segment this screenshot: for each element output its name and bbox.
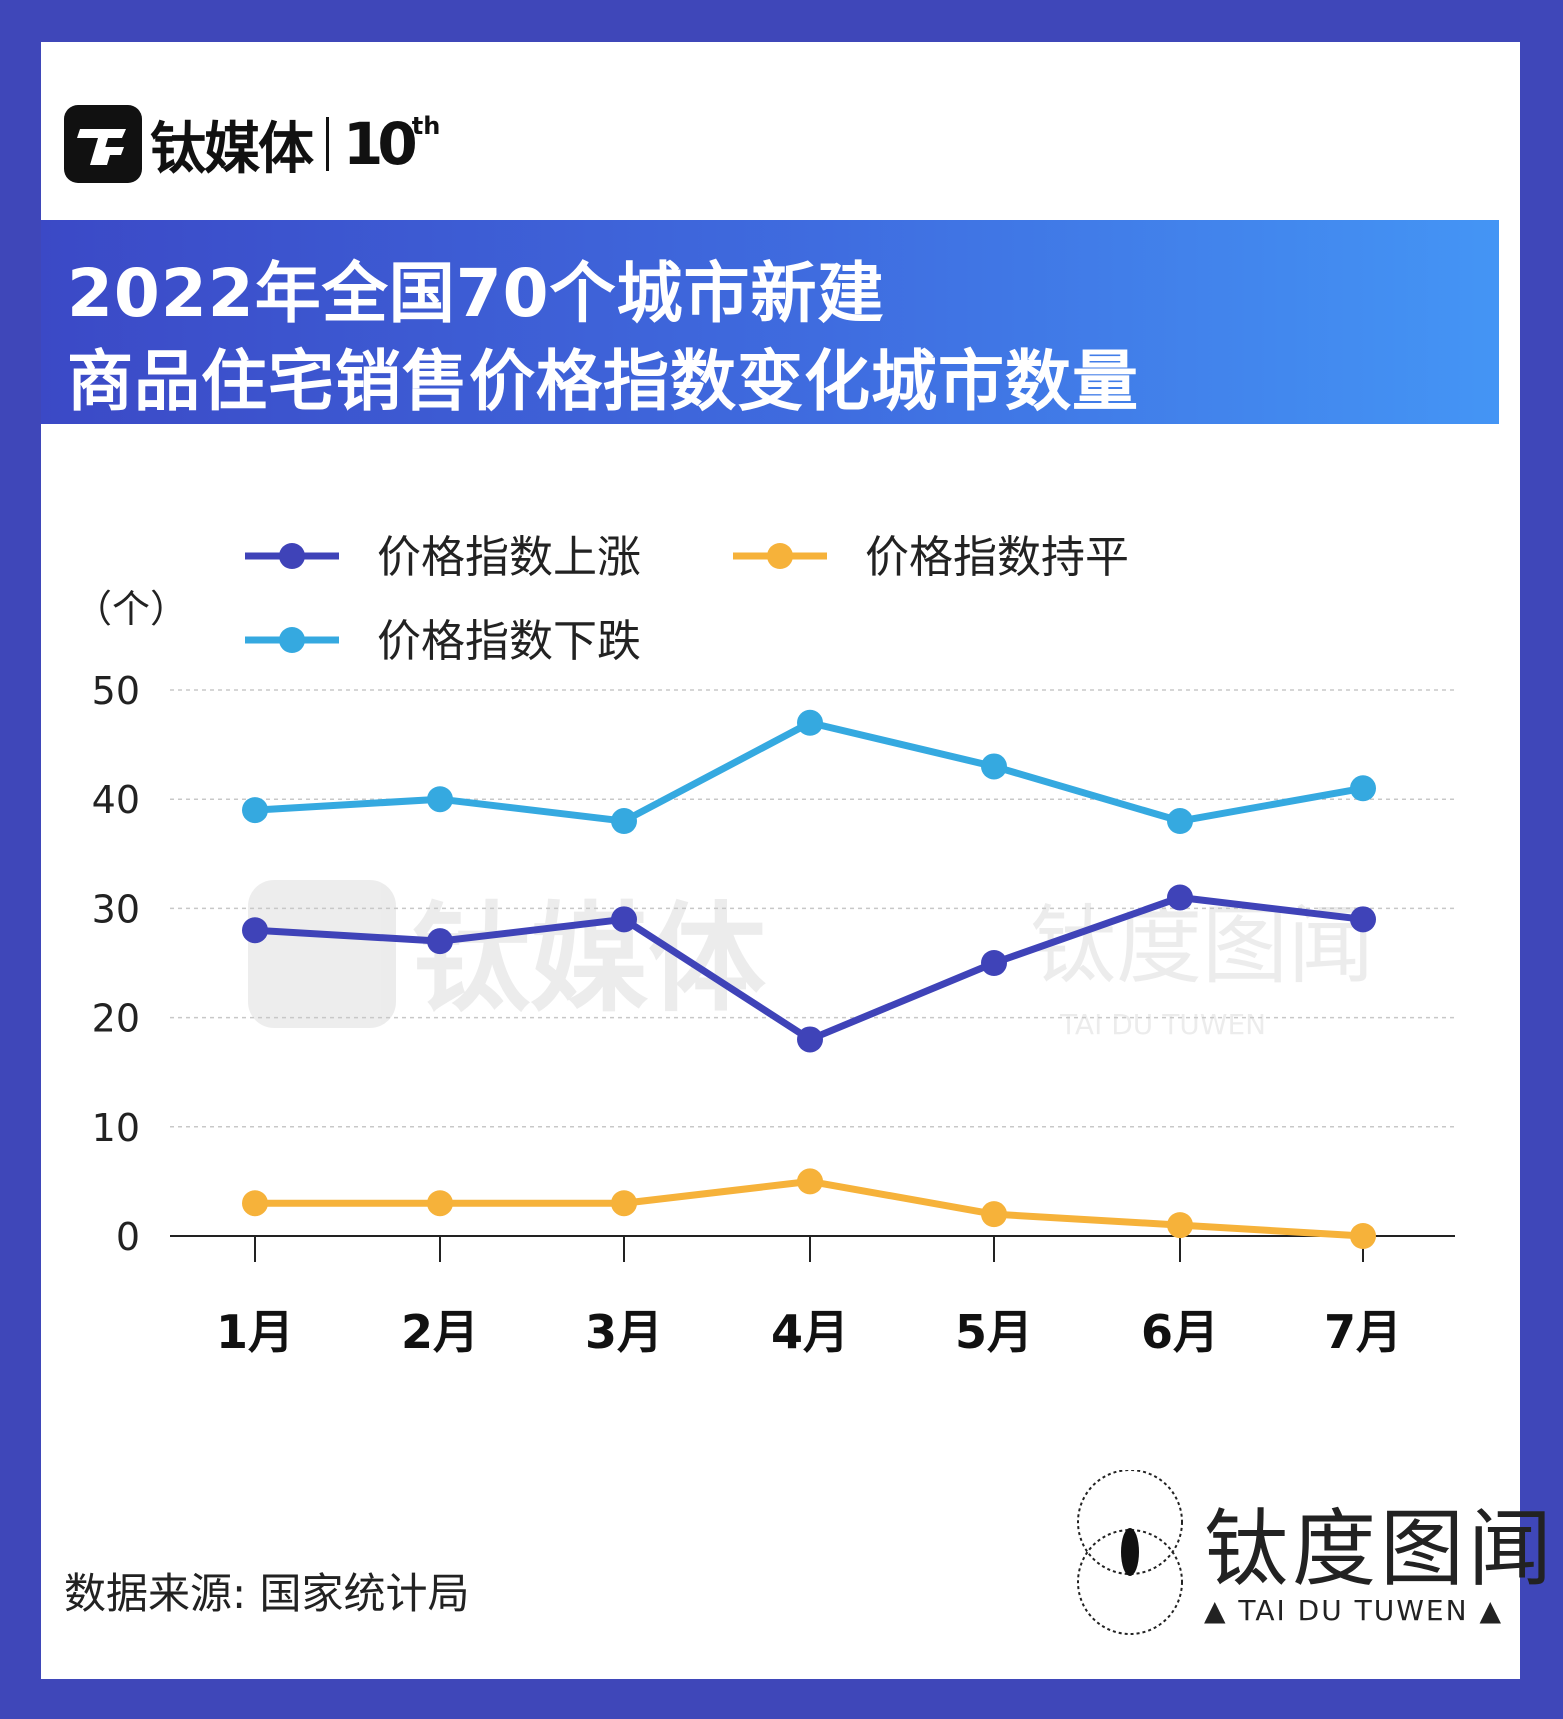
- footer-brand-name: 钛度图闻: [1204, 1500, 1557, 1598]
- data-point: [242, 917, 268, 944]
- series-line: [251, 719, 1367, 825]
- footer-brand-sub: ▲ TAI DU TUWEN ▲: [1204, 1594, 1503, 1627]
- title-banner: 2022年全国70个城市新建 商品住宅销售价格指数变化城市数量: [41, 220, 1499, 424]
- footer-brand: 钛度图闻 ▲ TAI DU TUWEN ▲: [1074, 1470, 1552, 1640]
- brand-header: 钛媒体 10th: [64, 104, 440, 184]
- y-tick-label: 30: [92, 887, 140, 931]
- y-tick-label: 40: [92, 778, 140, 822]
- y-tick-label: 0: [116, 1215, 140, 1259]
- data-point: [797, 709, 823, 736]
- data-point: [981, 1201, 1007, 1228]
- watermark-logo-icon: [248, 880, 396, 1028]
- data-point: [611, 1190, 637, 1217]
- data-point: [1167, 884, 1193, 911]
- y-axis-unit: （个）: [74, 587, 188, 631]
- y-tick-label: 20: [92, 997, 140, 1041]
- data-point: [427, 928, 453, 955]
- data-point: [1167, 1212, 1193, 1239]
- anniversary-badge: 10th: [343, 110, 440, 178]
- data-point: [797, 1026, 823, 1053]
- title-line-2: 商品住宅销售价格指数变化城市数量: [67, 343, 1139, 420]
- legend-marker: [279, 543, 305, 569]
- watermark-sub-brand-en: TAI DU TUWEN: [1059, 1008, 1266, 1041]
- data-source: 数据来源: 国家统计局: [64, 1569, 470, 1618]
- data-point: [797, 1168, 823, 1195]
- legend-label: 价格指数持平: [865, 532, 1129, 583]
- anniversary-number: 10: [343, 110, 418, 178]
- data-point: [611, 906, 637, 933]
- y-tick-label: 10: [92, 1106, 140, 1150]
- watermark-brand: 钛媒体: [412, 890, 766, 1028]
- eye-circle-icon: [1077, 1470, 1183, 1635]
- legend-label: 价格指数上涨: [377, 532, 641, 583]
- data-point: [1350, 1223, 1376, 1249]
- data-point: [1350, 906, 1376, 933]
- data-point: [611, 808, 637, 835]
- data-point: [427, 1190, 453, 1217]
- data-point: [981, 950, 1007, 976]
- data-point: [427, 786, 453, 813]
- x-tick-label: 6月: [1141, 1305, 1219, 1359]
- y-tick-label: 50: [92, 669, 140, 713]
- x-tick-label: 4月: [771, 1305, 849, 1359]
- title-line-1: 2022年全国70个城市新建: [67, 255, 885, 332]
- legend-label: 价格指数下跌: [377, 616, 641, 667]
- anniversary-suffix: th: [411, 112, 441, 140]
- brand-name: 钛媒体: [150, 116, 314, 182]
- legend-marker: [279, 627, 305, 653]
- data-point: [242, 1190, 268, 1217]
- x-tick-label: 1月: [216, 1305, 294, 1359]
- tmt-logo-icon: [64, 105, 142, 183]
- brand-divider: [326, 117, 329, 171]
- x-tick-label: 3月: [585, 1305, 663, 1359]
- data-point: [981, 753, 1007, 780]
- data-point: [1350, 775, 1376, 802]
- x-tick-label: 7月: [1324, 1305, 1402, 1359]
- data-point: [1167, 808, 1193, 835]
- x-tick-label: 2月: [401, 1305, 479, 1359]
- legend-marker: [767, 543, 793, 569]
- data-point: [242, 797, 268, 824]
- x-tick-label: 5月: [955, 1305, 1033, 1359]
